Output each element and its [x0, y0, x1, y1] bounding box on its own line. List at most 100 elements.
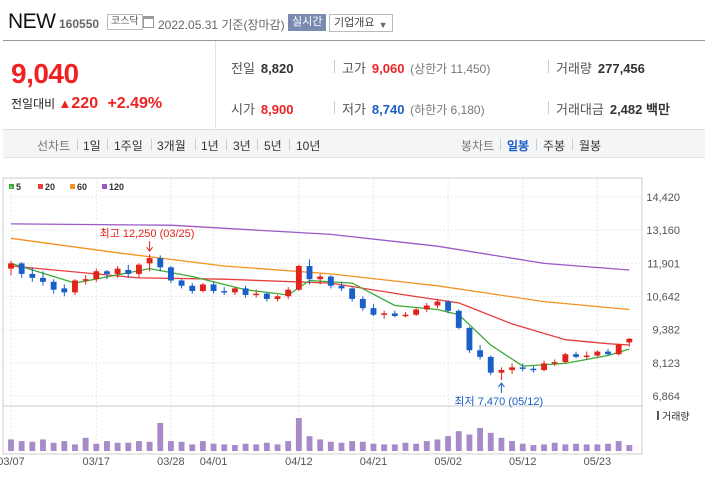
volume-bar: [263, 442, 270, 451]
volume-bar: [8, 439, 14, 451]
volume-bar: [519, 443, 526, 451]
cell-divider: [334, 101, 335, 114]
volume-bar: [605, 443, 611, 451]
candle-body: [93, 271, 100, 280]
candle-body: [477, 350, 484, 357]
period-1y[interactable]: 1년: [201, 139, 219, 153]
period-1w[interactable]: 1주일: [114, 139, 143, 153]
candle-body: [125, 269, 132, 274]
volume-bar: [72, 444, 78, 451]
legend-label-ma5: 5: [16, 182, 22, 192]
low-label: 저가: [342, 102, 366, 117]
candle-body: [50, 281, 57, 290]
toolbar-divider: [536, 139, 537, 150]
candle-body: [210, 284, 217, 292]
open-cell: 시가 8,900: [231, 99, 293, 118]
candle-body: [605, 351, 611, 355]
candle-body: [317, 276, 324, 280]
candle-chart-label: 봉차트: [461, 139, 495, 153]
cell-divider: [548, 60, 549, 73]
volume-bar: [530, 445, 537, 451]
trade-amount-value: 2,482: [609, 102, 643, 117]
candle-body: [263, 293, 270, 299]
candle-body: [242, 288, 249, 295]
volume-bar: [167, 441, 174, 451]
y-tick-label: 10,642: [646, 292, 680, 304]
volume-bar: [413, 443, 420, 451]
chevron-down-icon: ▼: [378, 20, 388, 30]
candle-weekly[interactable]: 주봉: [543, 139, 566, 153]
trade-amount-unit: 백만: [646, 102, 670, 117]
volume-bar: [317, 439, 324, 451]
candle-body: [626, 338, 633, 343]
volume-bar: [40, 439, 46, 451]
legend-label-ma60: 60: [77, 182, 88, 192]
volume-bar: [541, 444, 547, 451]
toolbar-divider: [572, 139, 573, 150]
volume-bar: [615, 441, 622, 451]
candle-body: [114, 268, 121, 274]
volume-bar: [349, 441, 356, 451]
volume-axis-label: 거래량: [662, 411, 690, 423]
period-3y[interactable]: 3년: [233, 139, 251, 153]
period-1d[interactable]: 1일: [83, 139, 101, 153]
candle-body: [530, 368, 537, 371]
low-annotation: 최저 7,470 (05/12): [454, 395, 543, 408]
period-3m[interactable]: 3개월: [157, 139, 186, 153]
realtime-button[interactable]: 실시간: [288, 14, 327, 31]
candle-monthly[interactable]: 월봉: [579, 139, 602, 153]
candle-body: [274, 296, 281, 299]
volume-bar: [136, 441, 142, 451]
ma20-line: [10, 265, 630, 346]
candle-body: [594, 351, 601, 356]
legend-swatch: [38, 184, 43, 189]
volume-bar: [29, 441, 36, 451]
candle-body: [199, 284, 206, 292]
line-chart-label[interactable]: 선차트: [37, 139, 71, 153]
low-value: 8,740: [371, 102, 405, 117]
high-arrow-head: [146, 246, 153, 252]
volume-bar: [477, 427, 484, 451]
volume-bar: [562, 444, 569, 451]
volume-bar: [125, 442, 132, 451]
period-10y[interactable]: 10년: [296, 139, 321, 153]
volume-bar: [573, 443, 579, 451]
x-tick-label: 03/07: [0, 456, 25, 468]
candle-body: [72, 280, 78, 293]
candle-body: [423, 305, 430, 310]
toolbar-divider: [107, 139, 108, 150]
candle-body: [61, 288, 68, 293]
candle-daily[interactable]: 일봉: [507, 139, 530, 153]
high-cell: 고가 9,060 (상한가 11,450): [342, 58, 490, 77]
volume-bar: [306, 436, 313, 451]
candle-body: [231, 288, 238, 293]
candle-body: [189, 285, 196, 292]
high-label: 고가: [342, 61, 366, 76]
volume-bar: [114, 442, 121, 451]
x-tick-label: 04/21: [360, 456, 388, 468]
plot-frame: [2, 177, 643, 455]
volume-bar: [82, 437, 89, 451]
candle-body: [615, 344, 622, 355]
candle-body: [338, 285, 345, 289]
candle-body: [146, 258, 153, 264]
candle-body: [167, 267, 174, 281]
trade-amount-cell: 거래대금 2,482 백만: [556, 99, 670, 118]
candle-body: [466, 327, 473, 351]
volume-bar: [455, 431, 462, 451]
volume-value: 277,456: [597, 61, 645, 76]
candlestick-chart[interactable]: 14,420 13,160 11,901 10,642 9,382 8,123 6,864 0…: [0, 158, 705, 481]
candle-body: [136, 264, 142, 274]
cell-divider: [334, 60, 335, 73]
ma60-line: [10, 237, 630, 311]
period-5y[interactable]: 5년: [264, 139, 282, 153]
candle-body: [349, 288, 356, 299]
volume-bar: [199, 441, 206, 451]
candle-body: [104, 271, 110, 274]
company-overview-dropdown[interactable]: 기업개요 ▼: [329, 14, 394, 32]
legend-ma20: 20: [38, 182, 55, 192]
volume-bar: [61, 441, 68, 451]
x-tick-label: 04/01: [200, 456, 228, 468]
candle-body: [370, 308, 377, 315]
volume-bar: [391, 444, 398, 451]
